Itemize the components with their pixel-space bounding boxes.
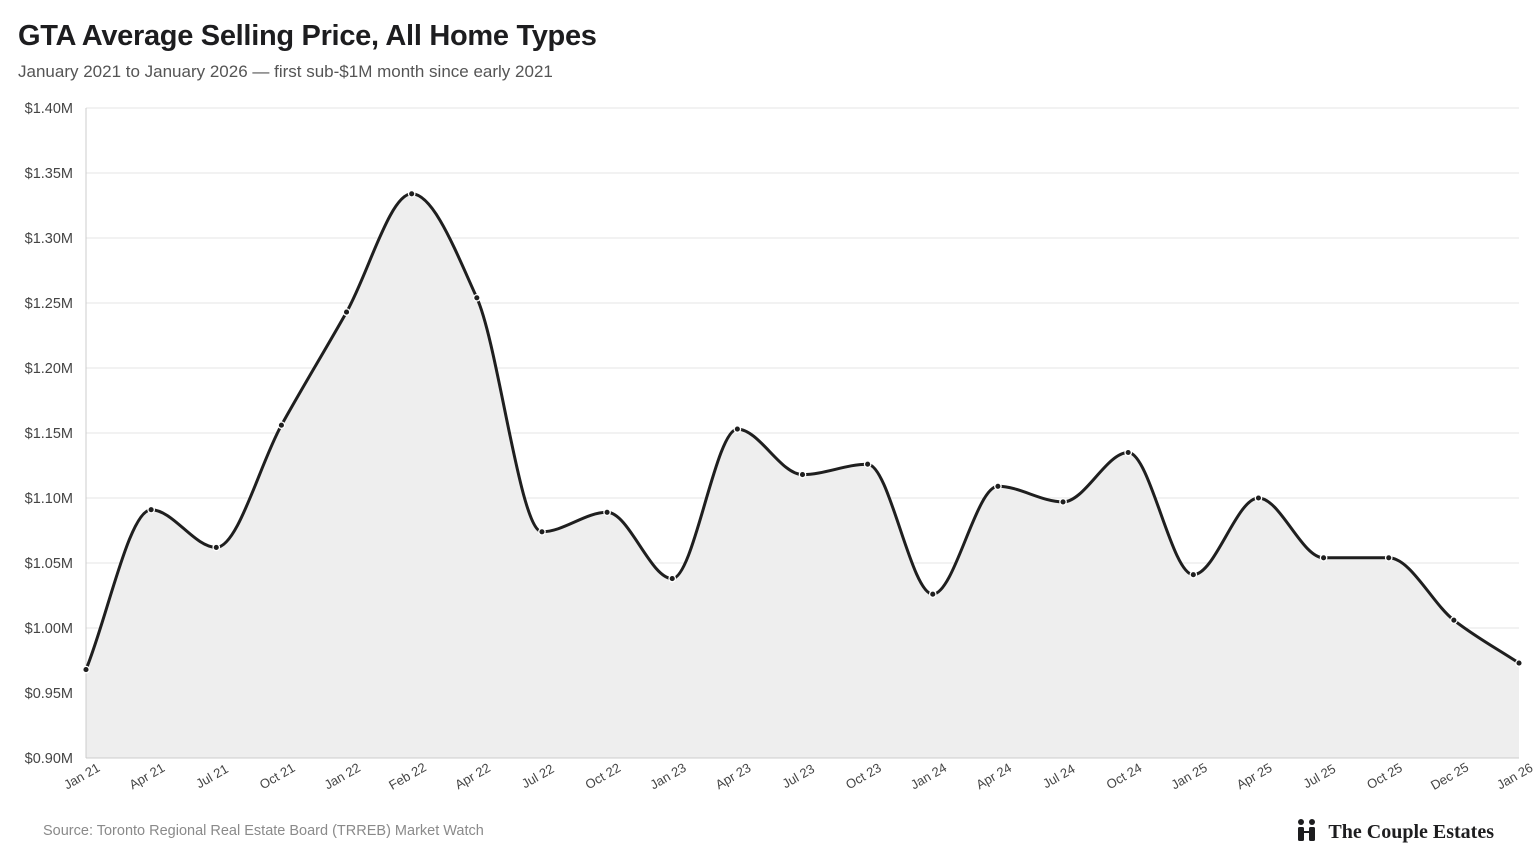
y-axis-tick-labels: $0.90M $0.95M $1.00M $1.05M $1.10M $1.15M $1.2… — [25, 101, 73, 767]
x-tick-label: Jan 23 — [647, 760, 688, 793]
data-point — [1189, 570, 1198, 579]
y-tick-label: $1.25M — [25, 296, 73, 312]
chart-title: GTA Average Selling Price, All Home Type… — [18, 20, 597, 52]
data-point — [1450, 616, 1458, 625]
data-points — [82, 189, 1523, 674]
x-tick-label: Jul 24 — [1040, 761, 1078, 791]
x-tick-label: Jan 22 — [322, 760, 363, 793]
x-tick-label: Apr 23 — [713, 760, 754, 792]
y-tick-label: $1.00M — [25, 621, 73, 637]
x-tick-label: Oct 23 — [843, 760, 884, 792]
brand-name: The Couple Estates — [1328, 821, 1494, 843]
data-point — [407, 189, 416, 198]
x-tick-label: Dec 25 — [1428, 759, 1471, 793]
series-line-layer — [84, 192, 1521, 672]
y-tick-label: $0.90M — [25, 751, 73, 767]
data-point — [342, 308, 351, 316]
axes — [85, 108, 1519, 759]
data-point — [1319, 553, 1328, 562]
data-point — [1254, 494, 1263, 502]
x-tick-label: Apr 21 — [127, 760, 168, 792]
x-tick-label: Apr 25 — [1234, 760, 1275, 792]
data-point — [798, 470, 807, 479]
y-tick-label: $0.95M — [25, 686, 73, 702]
data-point — [863, 460, 872, 469]
x-tick-label: Jul 23 — [779, 761, 817, 791]
data-point — [1124, 448, 1133, 457]
x-tick-label: Apr 22 — [452, 760, 493, 792]
y-tick-label: $1.15M — [25, 426, 73, 442]
x-tick-label: Apr 24 — [973, 760, 1014, 792]
chart-subtitle: January 2021 to January 2026 — first sub… — [18, 62, 553, 81]
data-point — [147, 505, 155, 514]
x-tick-label: Feb 22 — [386, 759, 429, 792]
data-point — [994, 482, 1002, 491]
y-tick-label: $1.05M — [25, 556, 73, 572]
data-point — [733, 425, 742, 433]
source-note: Source: Toronto Regional Real Estate Boa… — [43, 823, 484, 839]
data-point — [928, 590, 937, 599]
data-point — [1384, 553, 1393, 562]
x-tick-label: Oct 25 — [1364, 760, 1405, 792]
x-tick-label: Jan 25 — [1168, 760, 1209, 793]
data-point — [212, 543, 221, 552]
data-point — [277, 421, 286, 430]
y-tick-label: $1.35M — [25, 166, 73, 182]
data-point — [82, 665, 90, 674]
y-tick-label: $1.40M — [25, 101, 73, 117]
x-tick-label: Jan 24 — [908, 760, 949, 793]
x-tick-label: Jan 26 — [1494, 760, 1535, 793]
couple-icon — [1296, 818, 1318, 847]
data-point — [603, 508, 611, 517]
data-point — [472, 293, 481, 302]
x-tick-label: Jul 25 — [1301, 761, 1339, 791]
x-tick-label: Jul 22 — [519, 761, 557, 791]
data-point — [1515, 659, 1523, 667]
y-tick-label: $1.20M — [25, 361, 73, 377]
x-axis-tick-labels: Jan 21 Apr 21 Jul 21 Oct 21 Jan 22 Feb 22 Apr … — [61, 759, 1535, 793]
data-point — [538, 527, 546, 536]
series-line — [84, 192, 1521, 672]
x-tick-label: Jul 21 — [193, 761, 231, 791]
y-tick-label: $1.10M — [25, 491, 73, 507]
x-tick-label: Oct 22 — [583, 760, 624, 792]
x-tick-label: Oct 24 — [1104, 760, 1145, 792]
brand-logo: The Couple Estates — [1296, 818, 1494, 847]
y-tick-label: $1.30M — [25, 231, 73, 247]
data-point — [1059, 498, 1067, 506]
x-tick-label: Oct 21 — [257, 760, 298, 792]
data-point — [668, 574, 677, 583]
